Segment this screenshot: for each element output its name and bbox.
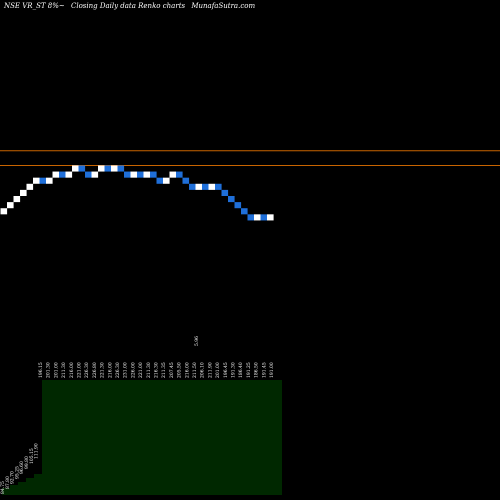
renko-brick-up xyxy=(20,189,27,196)
renko-brick-down xyxy=(156,177,164,184)
renko-brick-down xyxy=(241,208,248,215)
x-tick-label: 216.00 xyxy=(69,362,75,378)
renko-brick-down xyxy=(247,214,255,221)
renko-brick-down xyxy=(182,177,190,184)
x-tick-label: 191.30 xyxy=(231,362,237,378)
x-tick-label: 206.10 xyxy=(200,362,206,378)
x-tick-label: 221.00 xyxy=(77,362,83,378)
x-tick-label: 87.80 xyxy=(5,476,11,489)
renko-brick-down xyxy=(78,165,86,172)
renko-brick-down xyxy=(176,171,183,178)
renko-brick-up xyxy=(91,171,99,178)
renko-brick-up xyxy=(13,196,21,203)
ticker-label: NSE VR_ST 8%~ xyxy=(4,2,65,10)
renko-brick-down xyxy=(202,183,209,190)
renko-brick-up xyxy=(26,183,34,190)
volume-step xyxy=(10,485,18,495)
chart-description: Closing Daily data Renko charts xyxy=(70,2,186,10)
x-tick-label: 211.90 xyxy=(207,362,213,378)
x-tick-label: 226.80 xyxy=(92,362,98,378)
renko-brick-up xyxy=(254,214,261,221)
renko-brick-up xyxy=(111,165,118,172)
renko-brick-up xyxy=(7,202,14,209)
x-tick-label: 201.30 xyxy=(46,362,52,378)
renko-brick-down xyxy=(104,165,112,172)
renko-brick-down xyxy=(117,165,125,172)
x-tick-label: 216.00 xyxy=(184,362,190,378)
x-tick-label: 96.60 xyxy=(19,461,25,474)
chart-header: NSE VR_ST 8%~ Closing Daily data Renko c… xyxy=(4,2,259,10)
renko-brick-up xyxy=(33,177,40,184)
x-tick-label: 201.00 xyxy=(53,362,59,378)
x-tick-label: 111.90 xyxy=(34,443,40,459)
renko-brick-up xyxy=(46,177,53,184)
renko-brick-up xyxy=(65,171,73,178)
renko-brick-up xyxy=(163,177,170,184)
site-name: MunafaSutra.com xyxy=(191,2,256,10)
x-tick-label: 226.30 xyxy=(84,362,90,378)
renko-brick-up xyxy=(267,214,274,221)
renko-brick-down xyxy=(260,214,268,221)
x-tick-label: 216.00 xyxy=(107,362,113,378)
renko-brick-down xyxy=(85,171,92,178)
renko-brick-down xyxy=(59,171,66,178)
x-tick-label: 99.80 xyxy=(24,456,30,469)
x-tick-label: 191.45 xyxy=(261,362,267,378)
renko-brick-up xyxy=(72,165,79,172)
x-tick-label: 211.30 xyxy=(61,362,67,378)
x-tick-label: 216.30 xyxy=(154,362,160,378)
volume-step xyxy=(2,488,10,495)
renko-brick-down xyxy=(234,202,242,209)
x-tick-label: 191.25 xyxy=(246,362,252,378)
renko-brick-down xyxy=(221,189,229,196)
renko-brick-down xyxy=(215,183,222,190)
renko-brick-up xyxy=(130,171,138,178)
renko-brick-up xyxy=(98,165,105,172)
x-tick-label: 211.50 xyxy=(192,362,198,378)
volume-step xyxy=(18,482,26,495)
volume-area xyxy=(42,380,282,495)
x-tick-label: 211.35 xyxy=(161,362,167,378)
renko-brick-up xyxy=(169,171,177,178)
renko-brick-down xyxy=(124,171,131,178)
x-tick-label: 201.00 xyxy=(215,362,221,378)
x-tick-label: 186.50 xyxy=(254,362,260,378)
renko-brick-up xyxy=(52,171,60,178)
x-tick-label: 211.30 xyxy=(146,362,152,378)
renko-brick-down xyxy=(39,177,47,184)
renko-brick-up xyxy=(0,208,8,215)
x-tick-label: 226.30 xyxy=(115,362,121,378)
x-tick-label: 105.15 xyxy=(29,448,35,464)
x-tick-label: 226.00 xyxy=(130,362,136,378)
x-tick-label: 196.45 xyxy=(223,362,229,378)
renko-brick-up xyxy=(208,183,216,190)
x-tick-label: 207.45 xyxy=(169,362,175,378)
x-tick-label: 95.25 xyxy=(14,466,20,479)
x-tick-label: 231.00 xyxy=(123,362,129,378)
renko-brick-down xyxy=(150,171,157,178)
x-tick-label: 186.40 xyxy=(238,362,244,378)
renko-brick-down xyxy=(189,183,196,190)
x-tick-label: 221.00 xyxy=(138,362,144,378)
volume-value-label: 5.96 xyxy=(194,336,200,346)
renko-brick-down xyxy=(228,196,235,203)
x-tick-label: 84.75 xyxy=(0,481,6,494)
x-tick-label: 196.15 xyxy=(38,362,44,378)
x-tick-label: 92.70 xyxy=(10,471,16,484)
renko-brick-up xyxy=(143,171,151,178)
x-tick-label: 221.30 xyxy=(100,362,106,378)
x-tick-label: 191.00 xyxy=(269,362,275,378)
renko-brick-up xyxy=(195,183,203,190)
renko-brick-down xyxy=(137,171,144,178)
x-tick-label: 205.50 xyxy=(177,362,183,378)
volume-step xyxy=(26,478,34,495)
volume-step xyxy=(34,474,42,495)
